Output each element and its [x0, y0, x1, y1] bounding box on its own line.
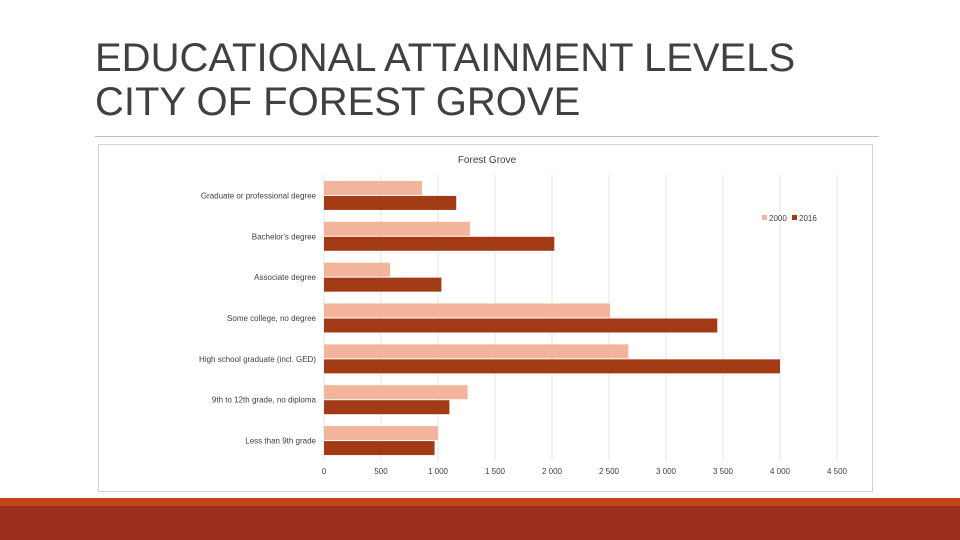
bar-chart: Forest Grove Graduate or professional deg… — [199, 155, 848, 476]
legend-label-2016: 2016 — [799, 214, 817, 223]
bar-2016 — [324, 318, 718, 333]
slide-title-line-1: EDUCATIONAL ATTAINMENT LEVELS — [95, 36, 796, 80]
bar-2016 — [324, 400, 450, 415]
x-tick-label: 500 — [374, 467, 388, 476]
x-tick-label: 2 000 — [542, 467, 563, 476]
x-tick-label: 4 000 — [770, 467, 791, 476]
category-label: Less than 9th grade — [245, 437, 316, 446]
slide-title: EDUCATIONAL ATTAINMENT LEVELS CITY OF FO… — [95, 36, 895, 124]
bar-2000 — [324, 344, 629, 359]
x-tick-label: 3 000 — [656, 467, 677, 476]
bar-2000 — [324, 385, 468, 400]
chart-frame: Forest Grove Graduate or professional deg… — [98, 144, 873, 492]
bar-2016 — [324, 277, 442, 292]
slide-title-line-2: CITY OF FOREST GROVE — [95, 80, 581, 124]
title-divider — [95, 136, 879, 137]
bar-2016 — [324, 441, 435, 456]
x-tick-label: 4 500 — [827, 467, 848, 476]
category-label: High school graduate (incl. GED) — [199, 355, 316, 364]
footer-accent-band — [0, 498, 960, 506]
x-tick-label: 3 500 — [713, 467, 734, 476]
category-label: 9th to 12th grade, no diploma — [212, 396, 317, 405]
bar-2000 — [324, 303, 611, 318]
x-tick-label: 0 — [322, 467, 327, 476]
chart-title: Forest Grove — [458, 155, 517, 166]
bar-2000 — [324, 180, 423, 195]
bar-2016 — [324, 195, 457, 210]
category-label: Associate degree — [254, 273, 316, 282]
x-tick-label: 1 000 — [428, 467, 449, 476]
legend-swatch-2016 — [792, 215, 797, 220]
legend-swatch-2000 — [762, 215, 767, 220]
category-label: Bachelor's degree — [252, 232, 317, 241]
footer-band — [0, 506, 960, 540]
bar-2000 — [324, 221, 470, 236]
category-label: Some college, no degree — [227, 314, 317, 323]
bar-2000 — [324, 262, 391, 277]
bar-2016 — [324, 359, 780, 374]
category-label: Graduate or professional degree — [201, 191, 317, 200]
x-tick-label: 1 500 — [485, 467, 506, 476]
bar-2000 — [324, 426, 438, 441]
legend-label-2000: 2000 — [769, 214, 787, 223]
x-tick-label: 2 500 — [599, 467, 620, 476]
bar-2016 — [324, 236, 555, 251]
